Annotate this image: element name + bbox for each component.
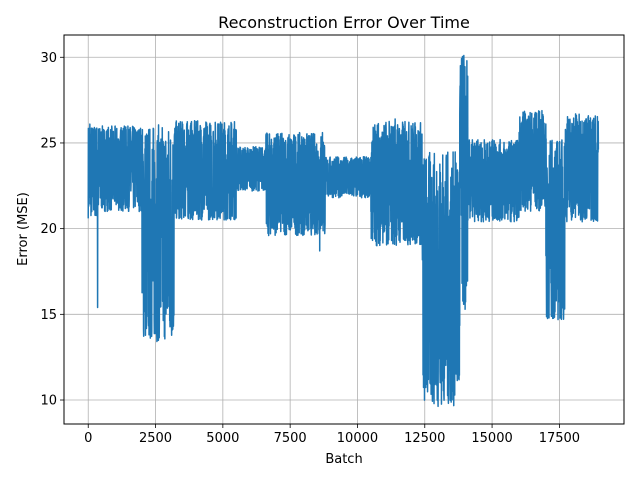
x-axis-title: Batch: [325, 452, 362, 467]
x-tick-label: 10000: [337, 431, 378, 446]
x-tick-label: 17500: [539, 431, 580, 446]
y-tick-label: 25: [40, 136, 57, 151]
y-axis-title: Error (MSE): [16, 192, 31, 266]
axis-ticks: 0 2500 5000 7500 10000 12500 15000 17500 10 15 20 2…: [40, 51, 580, 446]
x-tick-label: 7500: [274, 431, 307, 446]
x-tick-label: 5000: [206, 431, 239, 446]
x-tick-label: 0: [84, 431, 92, 446]
y-tick-label: 10: [40, 394, 57, 409]
y-tick-label: 30: [40, 51, 57, 66]
x-tick-label: 15000: [471, 431, 512, 446]
y-tick-label: 20: [40, 222, 57, 237]
chart-title: Reconstruction Error Over Time: [218, 13, 470, 32]
series-line: [87, 54, 600, 408]
plot-area-frame: [63, 34, 625, 425]
x-tick-label: 2500: [139, 431, 172, 446]
error-series-line: [87, 54, 600, 408]
x-tick-label: 12500: [404, 431, 445, 446]
y-tick-label: 15: [40, 308, 57, 323]
